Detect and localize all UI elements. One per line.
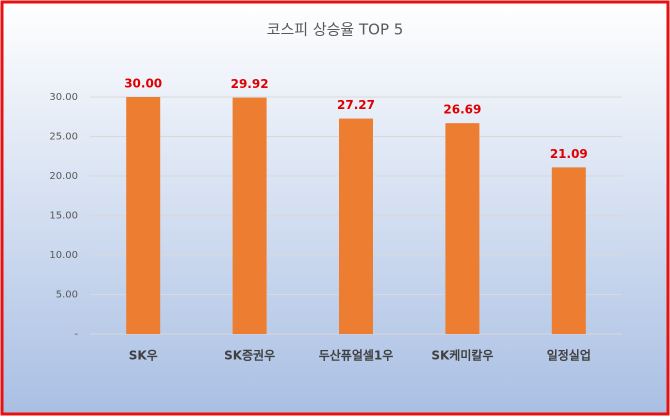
y-tick-label: 10.00 xyxy=(49,250,78,261)
bar xyxy=(339,118,373,334)
y-tick-label: 30.00 xyxy=(49,92,78,103)
data-label: 26.69 xyxy=(443,103,481,117)
data-label: 29.92 xyxy=(231,77,269,91)
x-tick-label: 두산퓨얼셀1우 xyxy=(319,348,394,363)
bar xyxy=(445,123,480,334)
data-label: 27.27 xyxy=(337,98,375,112)
y-tick-label: 20.00 xyxy=(49,171,78,182)
x-tick-label: SK케미칼우 xyxy=(431,348,493,363)
x-tick-label: SK우 xyxy=(129,349,158,363)
data-label: 30.00 xyxy=(124,77,162,91)
y-tick-label: 25.00 xyxy=(49,132,78,143)
data-label: 21.09 xyxy=(550,147,588,161)
bar xyxy=(551,167,586,334)
bar xyxy=(126,97,161,334)
y-tick-label: 5.00 xyxy=(56,290,78,301)
x-tick-label: SK증권우 xyxy=(224,349,275,363)
chart-title: 코스피 상승율 TOP 5 xyxy=(267,21,404,39)
x-tick-label: 일정실업 xyxy=(547,348,591,363)
bar xyxy=(232,97,267,335)
y-tick-label: - xyxy=(74,329,78,340)
y-tick-label: 15.00 xyxy=(49,211,78,222)
